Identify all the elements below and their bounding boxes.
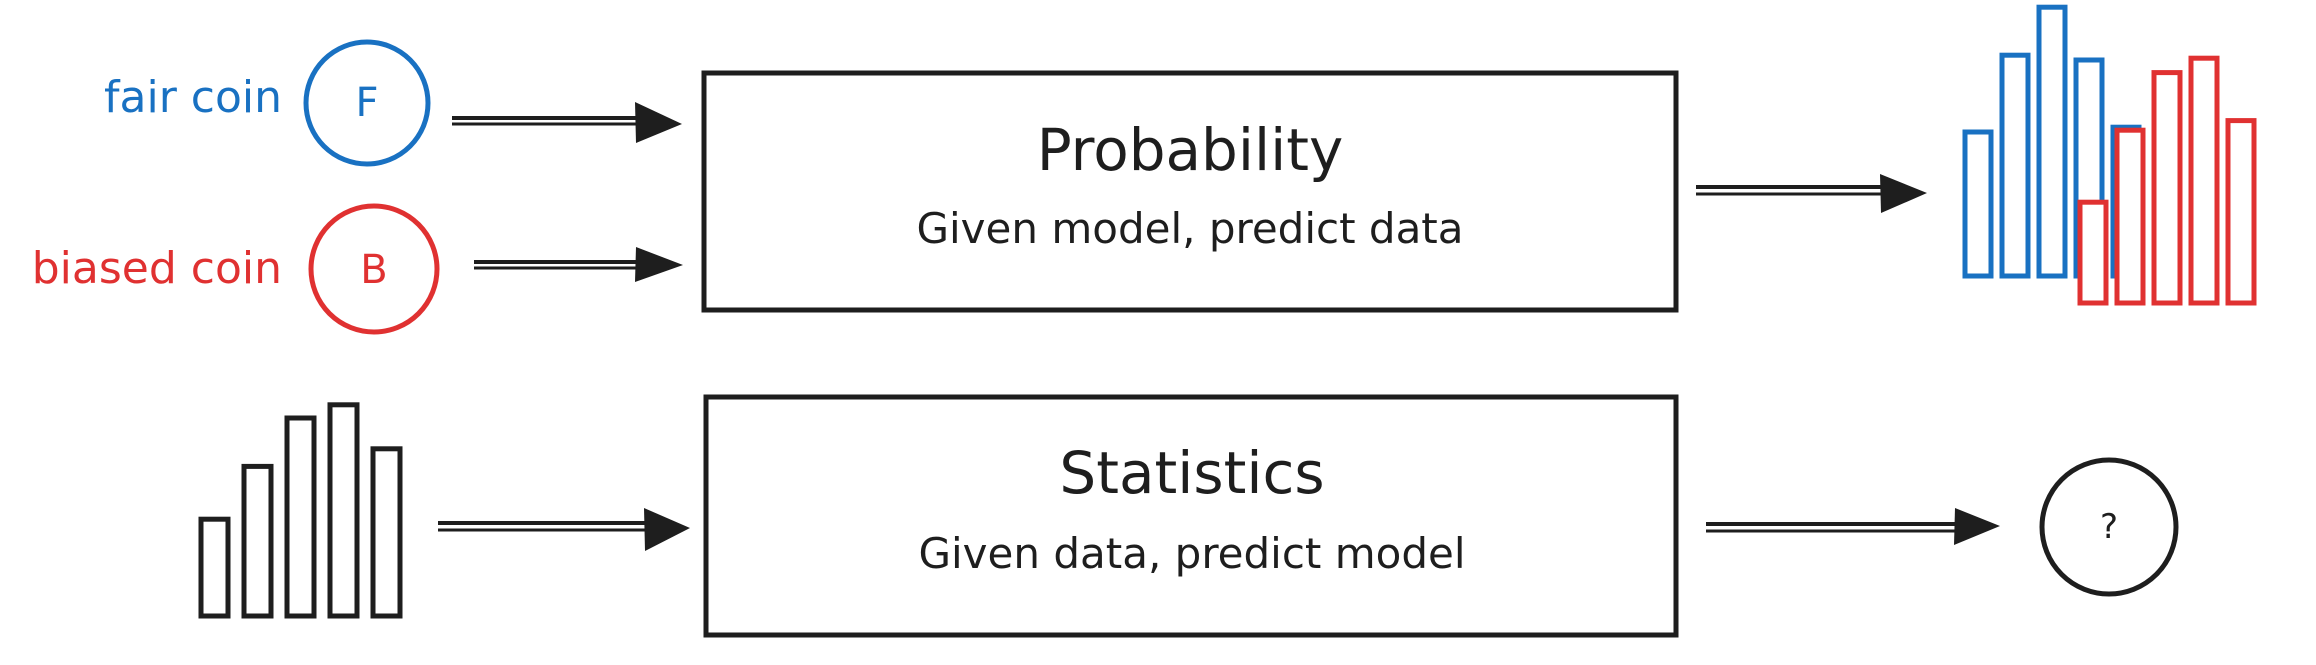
arrow-data-to-statistics: [438, 508, 690, 551]
biased-coin-label: biased coin: [32, 243, 282, 294]
biased-histogram-bar-2: [2114, 127, 2146, 306]
fair-histogram-bar-3: [2036, 4, 2068, 279]
probability-box: [701, 70, 1679, 313]
arrow-statistics-to-model: [1706, 508, 2000, 545]
biased-histogram-bar-3: [2151, 70, 2183, 306]
data-histogram-bar-5: [370, 446, 403, 619]
fair-coin-histogram: [1962, 4, 2142, 279]
statistics-title: Statistics: [1059, 439, 1324, 507]
biased-coin-histogram: [2077, 55, 2257, 306]
biased-coin-symbol: B: [360, 247, 387, 293]
fair-coin-label: fair coin: [104, 72, 282, 123]
observed-data-histogram: [198, 402, 403, 619]
probability-title: Probability: [1037, 116, 1344, 184]
data-histogram-bar-2: [241, 463, 274, 619]
fair-histogram-bar-2: [1999, 52, 2031, 279]
unknown-model-symbol: ?: [2100, 507, 2118, 547]
biased-coin-circle: [308, 203, 440, 335]
fair-coin-circle: [303, 39, 431, 167]
arrow-biased-to-probability: [474, 247, 683, 282]
biased-histogram-bar-5: [2225, 118, 2257, 306]
biased-histogram-bar-4: [2188, 55, 2220, 306]
arrow-fair-to-probability: [452, 102, 682, 143]
statistics-box: [703, 394, 1679, 638]
unknown-model-circle: [2039, 457, 2179, 597]
fair-histogram-bar-1: [1962, 129, 1994, 279]
data-histogram-bar-1: [198, 516, 231, 619]
statistics-subtitle: Given data, predict model: [918, 529, 1465, 578]
probability-subtitle: Given model, predict data: [916, 204, 1463, 253]
biased-histogram-bar-1: [2077, 199, 2109, 306]
arrow-probability-to-data: [1696, 174, 1927, 213]
fair-coin-symbol: F: [355, 80, 378, 126]
data-histogram-bar-4: [327, 402, 360, 619]
data-histogram-bar-3: [284, 415, 317, 619]
